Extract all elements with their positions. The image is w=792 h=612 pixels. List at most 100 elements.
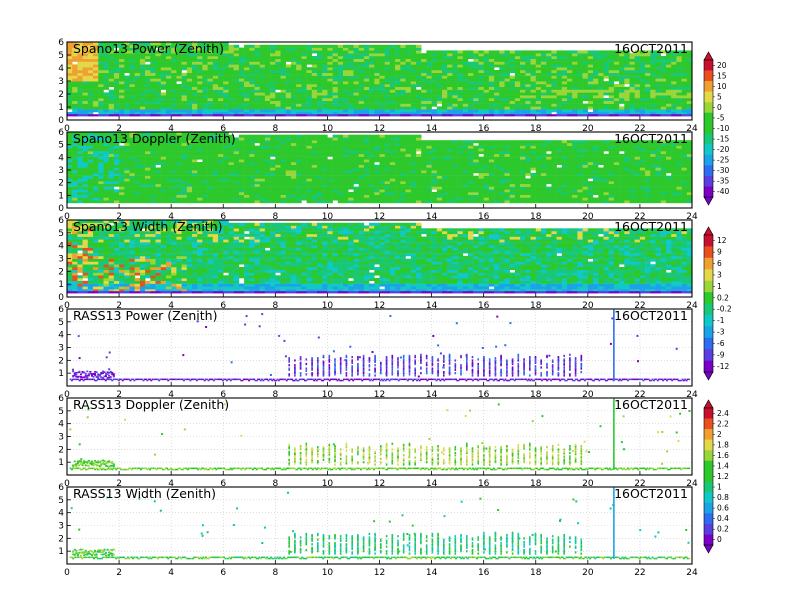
heatmap-cell <box>202 175 208 179</box>
heatmap-cell <box>447 89 453 93</box>
heatmap-cell <box>311 134 318 138</box>
heatmap-cell <box>686 56 693 60</box>
heatmap-cell <box>113 132 120 135</box>
heatmap-cell <box>202 183 208 187</box>
heatmap-cell <box>108 156 115 160</box>
heatmap-cell <box>129 192 135 195</box>
heatmap-cell <box>686 53 693 57</box>
heatmap-cell <box>254 156 260 160</box>
heatmap-cell <box>124 61 130 65</box>
heatmap-cell <box>442 172 448 176</box>
heatmap-cell <box>416 167 422 171</box>
heatmap-cell <box>296 164 302 168</box>
heatmap-cell <box>468 175 474 179</box>
heatmap-cell <box>551 106 557 110</box>
heatmap-cell <box>259 67 266 71</box>
heatmap-cell <box>291 112 297 116</box>
heatmap-cell <box>207 98 214 102</box>
heatmap-cell <box>666 61 672 65</box>
heatmap-cell <box>291 81 297 85</box>
heatmap-cell <box>317 92 323 96</box>
heatmap-cell <box>249 86 255 90</box>
heatmap-cell <box>176 170 182 174</box>
heatmap-cell <box>176 167 182 171</box>
heatmap-cell <box>228 56 234 60</box>
heatmap-cell <box>249 145 255 149</box>
heatmap-cell <box>270 75 276 79</box>
heatmap-cell <box>546 75 552 79</box>
heatmap-cell <box>186 92 193 96</box>
heatmap-cell <box>504 106 510 110</box>
heatmap-cell <box>421 140 427 144</box>
heatmap-cell <box>619 75 625 79</box>
heatmap-cell <box>431 167 438 171</box>
heatmap-cell <box>238 197 245 201</box>
heatmap-cell <box>197 67 203 71</box>
heatmap-cell <box>181 194 188 198</box>
heatmap-cell <box>561 114 568 117</box>
heatmap-cell <box>296 75 302 79</box>
heatmap-cell <box>634 114 641 117</box>
heatmap-cell <box>332 98 339 102</box>
heatmap-cell <box>478 89 484 93</box>
heatmap-cell <box>223 178 229 182</box>
heatmap-cell <box>462 178 469 182</box>
heatmap-cell <box>332 72 339 76</box>
heatmap-cell <box>337 100 344 104</box>
heatmap-cell <box>494 114 500 117</box>
heatmap-cell <box>410 53 417 57</box>
heatmap-cell <box>285 56 292 60</box>
heatmap-cell <box>254 103 260 107</box>
heatmap-cell <box>171 162 177 165</box>
heatmap-cell <box>353 53 359 57</box>
heatmap-cell <box>494 86 500 90</box>
heatmap-cell <box>202 58 208 62</box>
heatmap-cell <box>139 186 146 190</box>
heatmap-cell <box>181 64 188 68</box>
heatmap-cell <box>358 86 365 90</box>
heatmap-cell <box>134 72 141 76</box>
heatmap-cell <box>176 89 182 93</box>
heatmap-cell <box>145 192 151 195</box>
heatmap-cell <box>384 98 391 102</box>
heatmap-cell <box>504 53 510 57</box>
heatmap-cell <box>332 92 339 96</box>
heatmap-cell <box>223 42 229 46</box>
heatmap-cell <box>139 153 146 157</box>
heatmap-cell <box>462 56 469 60</box>
heatmap-cell <box>129 61 135 65</box>
heatmap-cell <box>405 103 411 107</box>
heatmap-cell <box>514 86 521 90</box>
heatmap-cell <box>275 137 281 141</box>
heatmap-cell <box>280 95 286 99</box>
heatmap-cell <box>134 47 141 51</box>
heatmap-cell <box>301 112 307 116</box>
heatmap-cell <box>119 42 125 46</box>
heatmap-cell <box>405 134 411 138</box>
heatmap-cell <box>186 192 193 195</box>
heatmap-cell <box>296 58 302 62</box>
heatmap-cell <box>504 89 510 93</box>
heatmap-cell <box>473 106 479 110</box>
heatmap-cell <box>171 167 177 171</box>
heatmap-cell <box>124 156 130 160</box>
heatmap-cell <box>285 159 292 163</box>
heatmap-cell <box>171 89 177 93</box>
heatmap-cell <box>681 53 688 57</box>
heatmap-cell <box>275 64 281 68</box>
heatmap-cell <box>108 134 115 138</box>
heatmap-cell <box>212 164 219 168</box>
heatmap-cell <box>452 100 458 104</box>
heatmap-cell <box>561 86 568 90</box>
heatmap-cell <box>124 103 130 107</box>
heatmap-cell <box>577 67 583 71</box>
heatmap-cell <box>103 148 109 152</box>
heatmap-cell <box>306 75 313 79</box>
heatmap-cell <box>67 84 73 88</box>
heatmap-cell <box>197 181 203 185</box>
heatmap-cell <box>129 164 135 168</box>
heatmap-cell <box>223 84 229 88</box>
heatmap-cell <box>223 142 229 146</box>
heatmap-cell <box>676 78 682 82</box>
heatmap-cell <box>160 81 167 85</box>
